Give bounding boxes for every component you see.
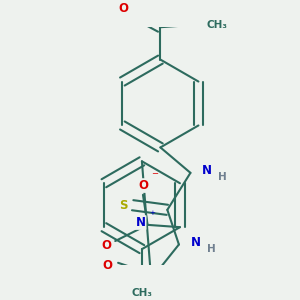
Text: N: N (190, 236, 200, 249)
Text: N: N (136, 216, 146, 229)
Text: H: H (218, 172, 227, 182)
Text: O: O (138, 179, 148, 192)
Text: CH₃: CH₃ (131, 288, 152, 298)
Text: O: O (101, 239, 111, 252)
Text: H: H (207, 244, 215, 254)
Text: O: O (102, 259, 112, 272)
Text: N: N (202, 164, 212, 177)
Text: CH₃: CH₃ (207, 20, 228, 30)
Text: +: + (149, 210, 155, 216)
Text: S: S (119, 199, 128, 212)
Text: O: O (118, 2, 128, 15)
Text: −: − (151, 169, 158, 178)
